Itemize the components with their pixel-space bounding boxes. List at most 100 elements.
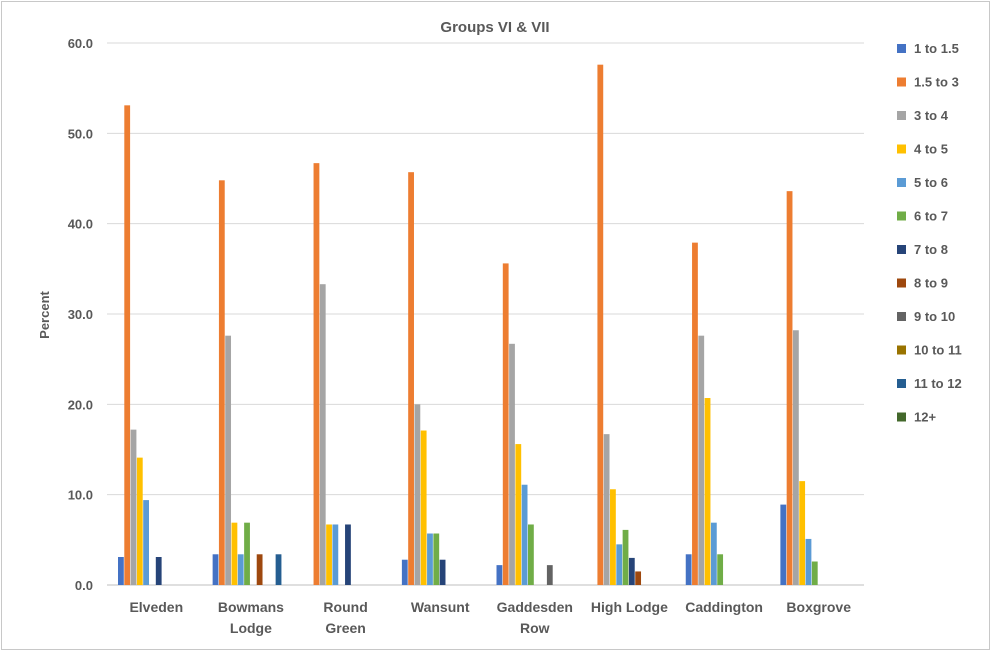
bar [313, 163, 320, 585]
bar [805, 538, 812, 585]
x-tick-label: Caddington [685, 599, 763, 615]
bar [704, 398, 711, 585]
legend-label: 1 to 1.5 [914, 41, 959, 56]
x-tick-label: Elveden [129, 599, 183, 615]
bar [275, 554, 282, 585]
bar [319, 284, 326, 585]
bar [345, 524, 351, 585]
legend-swatch [897, 44, 906, 53]
bar [710, 522, 717, 585]
bar [780, 504, 787, 585]
bar [692, 242, 698, 585]
legend-label: 9 to 10 [914, 309, 955, 324]
bar [799, 481, 806, 585]
y-tick-label: 20.0 [68, 397, 93, 412]
bar [515, 444, 522, 585]
bar [685, 554, 692, 585]
bar [635, 571, 642, 585]
bar [256, 554, 263, 585]
x-tick-label: Row [520, 620, 550, 636]
legend-label: 7 to 8 [914, 242, 948, 257]
bar [509, 343, 515, 585]
y-axis-label: Percent [37, 290, 52, 338]
bar [496, 565, 503, 585]
bar [502, 263, 509, 585]
bar [603, 434, 610, 585]
bar [136, 457, 143, 585]
bar [237, 554, 244, 585]
legend-swatch [897, 77, 906, 87]
bar [439, 559, 446, 585]
bar [427, 533, 433, 585]
y-tick-label: 60.0 [68, 36, 93, 51]
bar [597, 64, 604, 586]
bar [231, 522, 238, 585]
y-tick-label: 40.0 [68, 217, 93, 232]
bar [143, 500, 149, 585]
x-tick-label: Round [323, 599, 367, 615]
legend-swatch [897, 111, 906, 120]
legend-label: 5 to 6 [914, 175, 948, 190]
legend-label: 10 to 11 [914, 343, 962, 358]
legend-swatch [897, 379, 906, 388]
bar [130, 429, 137, 585]
legend-swatch [897, 278, 906, 288]
bar [225, 335, 232, 585]
legend-label: 4 to 5 [914, 142, 948, 157]
legend-swatch [897, 312, 906, 321]
legend-label: 6 to 7 [914, 209, 948, 224]
legend-label: 12+ [914, 410, 936, 425]
bar [124, 105, 131, 585]
bar [628, 557, 635, 585]
bar [811, 561, 818, 585]
x-tick-label: Boxgrove [786, 599, 851, 615]
x-tick-label: Green [325, 620, 365, 636]
bar [218, 180, 225, 585]
legend-swatch [897, 211, 906, 221]
x-tick-label: High Lodge [591, 599, 668, 615]
x-tick-label: Lodge [230, 620, 272, 636]
bar [212, 554, 219, 585]
legend-label: 11 to 12 [914, 376, 962, 391]
x-axis-ticks: Elveden Bowmans Lodge Round Green Wansunt Gadd… [129, 599, 851, 636]
bar [622, 529, 629, 585]
legend-swatch [897, 144, 906, 154]
bar [118, 557, 124, 585]
bar [408, 172, 414, 585]
bar [414, 404, 421, 585]
chart-title: Groups VI & VII [440, 19, 549, 36]
legend-swatch [897, 345, 906, 355]
y-tick-label: 0.0 [75, 578, 93, 593]
bar [717, 554, 724, 585]
bar [433, 533, 440, 585]
bar [528, 524, 534, 585]
bar [326, 524, 332, 585]
y-tick-label: 30.0 [68, 307, 93, 322]
bar [616, 544, 623, 585]
bar [155, 557, 162, 585]
bar [244, 522, 250, 585]
bar [401, 559, 408, 585]
x-tick-label: Gaddesden [497, 599, 573, 615]
bar [521, 484, 528, 585]
legend: 1 to 1.5 1.5 to 3 3 to 4 4 to 5 5 to 6 6 to 7… [897, 41, 962, 425]
x-tick-label: Wansunt [411, 599, 470, 615]
legend-label: 3 to 4 [914, 108, 949, 123]
legend-label: 8 to 9 [914, 276, 948, 291]
y-tick-label: 50.0 [68, 126, 93, 141]
y-tick-label: 10.0 [68, 488, 93, 503]
gridlines [107, 42, 864, 586]
bar [332, 524, 339, 585]
legend-swatch [897, 412, 906, 422]
y-axis-ticks: 0.0 10.0 20.0 30.0 40.0 50.0 60.0 [68, 36, 93, 593]
legend-label: 1.5 to 3 [914, 75, 959, 90]
bar [698, 335, 705, 585]
bar [420, 430, 427, 585]
legend-swatch [897, 245, 906, 254]
bar [792, 330, 799, 585]
bar [546, 565, 553, 585]
legend-swatch [897, 178, 906, 187]
bars [118, 64, 818, 586]
